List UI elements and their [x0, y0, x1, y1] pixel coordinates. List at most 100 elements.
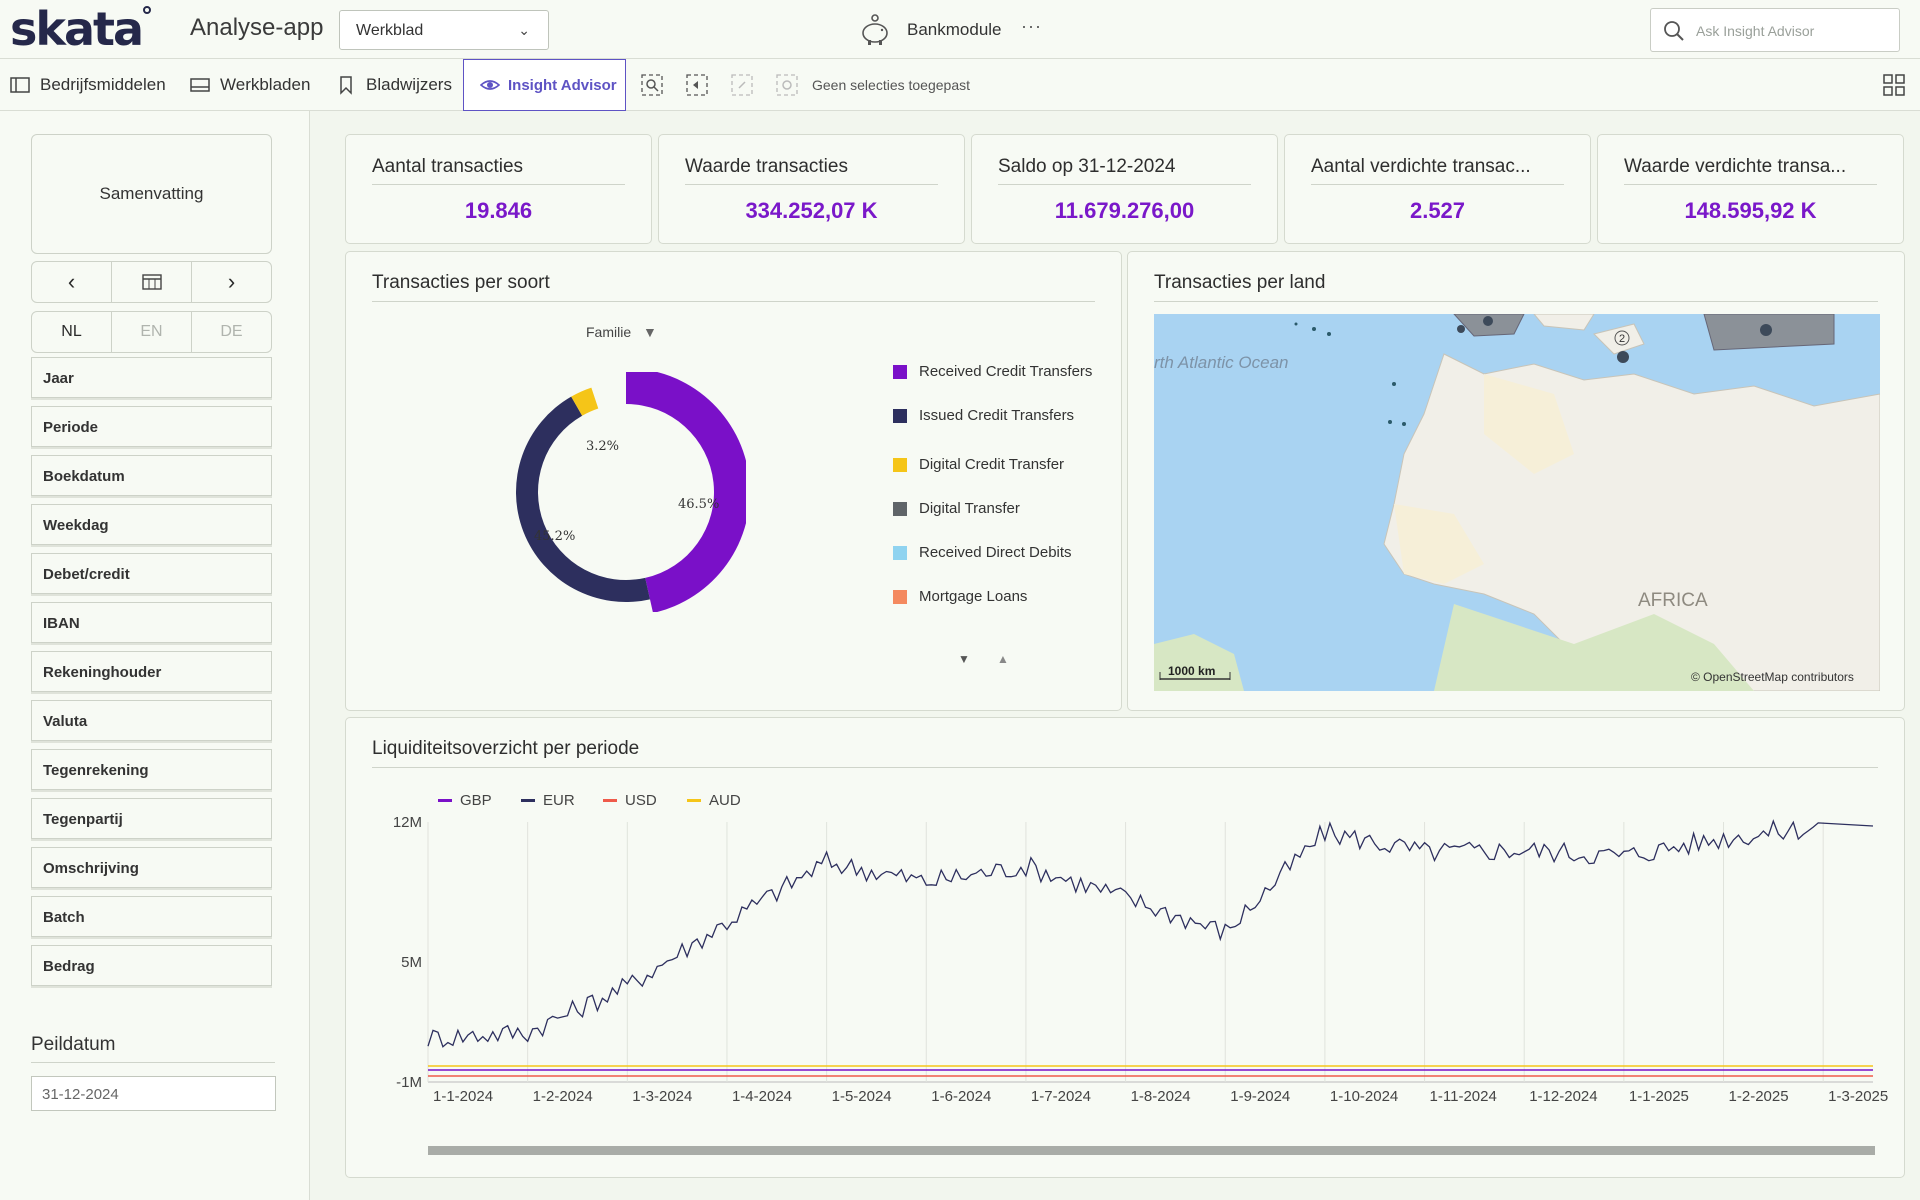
search-icon: [1664, 21, 1684, 41]
series-line-eur[interactable]: [427, 819, 1874, 1048]
bookmarks-button[interactable]: Bladwijzers: [336, 75, 452, 95]
filter-tegenrekening[interactable]: Tegenrekening: [31, 749, 272, 790]
donut-panel[interactable]: Transacties per soort Familie ▼ 46.5% 45.…: [345, 251, 1122, 711]
x-tick-label: 1-12-2024: [1529, 1088, 1597, 1105]
filter-bedrag[interactable]: Bedrag: [31, 945, 272, 986]
panel-divider: [372, 767, 1878, 768]
x-tick-label: 1-5-2024: [832, 1088, 892, 1105]
filter-label: Valuta: [43, 713, 88, 730]
filter-label: Weekdag: [43, 517, 109, 534]
sheet-select[interactable]: Werkblad ⌄: [339, 10, 549, 50]
calendar-grid-icon: [141, 274, 162, 290]
step-forward-icon[interactable]: [731, 74, 753, 96]
line-legend-item[interactable]: USD: [603, 792, 657, 809]
chevron-down-icon: ⌄: [518, 22, 530, 38]
more-options-icon[interactable]: ···: [1021, 16, 1042, 36]
legend-label: EUR: [543, 792, 575, 809]
map-panel-title: Transacties per land: [1154, 272, 1326, 293]
filter-weekdag[interactable]: Weekdag: [31, 504, 272, 545]
kpi-card[interactable]: Waarde transacties 334.252,07 K: [658, 134, 965, 244]
donut-slice[interactable]: [626, 372, 746, 612]
liquidity-line-chart[interactable]: 1-1-2024 1-2-2024 1-3-2024 1-4-2024 1-5-2024…: [345, 800, 1905, 1160]
donut-slice[interactable]: [515, 396, 650, 602]
peildatum-input[interactable]: 31-12-2024: [31, 1076, 276, 1111]
legend-label: AUD: [709, 792, 741, 809]
liquidity-panel-title: Liquiditeitsoverzicht per periode: [372, 738, 640, 759]
kpi-card[interactable]: Waarde verdichte transa... 148.595,92 K: [1597, 134, 1904, 244]
lang-de[interactable]: DE: [220, 323, 243, 340]
filter-label: Jaar: [43, 370, 74, 387]
smart-search-icon[interactable]: [641, 74, 663, 96]
legend-swatch: [893, 458, 907, 472]
x-tick-label: 1-3-2024: [632, 1088, 692, 1105]
filter-label: Tegenrekening: [43, 762, 149, 779]
slice-label: 3.2%: [586, 439, 619, 454]
filter-debet-credit[interactable]: Debet/credit: [31, 553, 272, 594]
grid-view-icon[interactable]: [1883, 74, 1905, 96]
legend-label: Mortgage Loans: [919, 588, 1028, 605]
bank-module-label[interactable]: Bankmodule: [907, 20, 1002, 39]
filter-jaar[interactable]: Jaar: [31, 357, 272, 398]
filter-valuta[interactable]: Valuta: [31, 700, 272, 741]
filter-periode[interactable]: Periode: [31, 406, 272, 447]
bookmark-icon: [340, 76, 352, 95]
top-bar: [0, 0, 1920, 59]
ask-insight-advisor-input[interactable]: Ask Insight Advisor: [1650, 8, 1900, 52]
lang-nl[interactable]: NL: [32, 312, 112, 352]
kpi-title: Saldo op 31-12-2024: [998, 156, 1176, 177]
panel-icon: [10, 77, 30, 93]
line-legend-item[interactable]: EUR: [521, 792, 575, 809]
line-legend-item[interactable]: AUD: [687, 792, 741, 809]
sheets-label: Werkbladen: [220, 75, 311, 94]
chart-scrollbar[interactable]: [428, 1146, 1875, 1155]
filter-label: Debet/credit: [43, 566, 130, 583]
legend-label: Issued Credit Transfers: [919, 407, 1075, 424]
x-tick-label: 1-7-2024: [1031, 1088, 1091, 1105]
filter-batch[interactable]: Batch: [31, 896, 272, 937]
dimension-selector[interactable]: Familie ▼: [586, 324, 657, 340]
clear-selections-icon[interactable]: [776, 74, 798, 96]
language-switch: NL EN DE: [31, 311, 272, 353]
filter-rekeninghouder[interactable]: Rekeninghouder: [31, 651, 272, 692]
donut-panel-title: Transacties per soort: [372, 272, 550, 293]
filter-iban[interactable]: IBAN: [31, 602, 272, 643]
legend-scroll-up-icon[interactable]: ▲: [997, 652, 1009, 666]
piggy-bank-icon: [862, 14, 888, 45]
filter-boekdatum[interactable]: Boekdatum: [31, 455, 272, 496]
world-map[interactable]: 2 rth Atlantic Ocean AFRICA 1000 km © Op…: [1154, 314, 1880, 691]
step-back-icon[interactable]: [686, 74, 708, 96]
skata-logo[interactable]: skata: [10, 6, 152, 52]
x-tick-label: 1-2-2024: [533, 1088, 593, 1105]
map-panel[interactable]: Transacties per land 2 rth Atlantic Ocea…: [1127, 251, 1905, 711]
peildatum-label: Peildatum: [31, 1034, 116, 1055]
donut-chart[interactable]: 46.5% 45.2% 3.2%: [506, 372, 746, 612]
sheet-overview-button[interactable]: [112, 262, 192, 302]
assets-button[interactable]: Bedrijfsmiddelen: [10, 75, 166, 95]
y-tick-label: 12M: [393, 814, 422, 831]
filter-omschrijving[interactable]: Omschrijving: [31, 847, 272, 888]
map-attribution[interactable]: © OpenStreetMap contributors: [1691, 670, 1854, 684]
kpi-card[interactable]: Aantal transacties 19.846: [345, 134, 652, 244]
x-tick-label: 1-1-2025: [1629, 1088, 1689, 1105]
filter-label: Periode: [43, 419, 99, 436]
kpi-card[interactable]: Aantal verdichte transac... 2.527: [1284, 134, 1591, 244]
donut-slice[interactable]: [571, 387, 599, 416]
next-sheet-button[interactable]: ›: [192, 262, 271, 302]
filter-tegenpartij[interactable]: Tegenpartij: [31, 798, 272, 839]
previous-sheet-button[interactable]: ‹: [32, 262, 112, 302]
peildatum-divider: [31, 1062, 275, 1063]
x-tick-label: 1-8-2024: [1131, 1088, 1191, 1105]
liquidity-panel[interactable]: Liquiditeitsoverzicht per periode: [345, 717, 1905, 1178]
legend-scroll-down-icon[interactable]: ▼: [958, 652, 970, 666]
kpi-card[interactable]: Saldo op 31-12-2024 11.679.276,00: [971, 134, 1278, 244]
lang-en[interactable]: EN: [112, 312, 192, 352]
legend-label: GBP: [460, 792, 492, 809]
summary-button[interactable]: Samenvatting: [31, 134, 272, 254]
sheets-button[interactable]: Werkbladen: [190, 75, 310, 95]
legend-label: Digital Transfer: [919, 500, 1020, 517]
kpi-divider: [372, 184, 625, 185]
kpi-divider: [685, 184, 938, 185]
line-legend-item[interactable]: GBP: [438, 792, 492, 809]
insight-advisor-button[interactable]: Insight Advisor: [463, 59, 626, 111]
legend-swatch: [893, 502, 907, 516]
